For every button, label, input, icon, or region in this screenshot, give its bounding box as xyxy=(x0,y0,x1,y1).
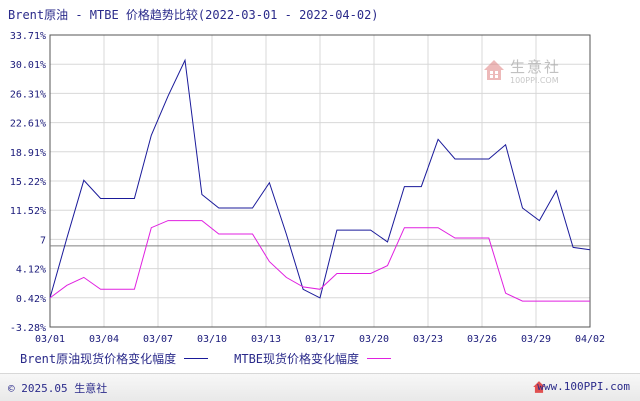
legend-label-mtbe: MTBE现货价格变化幅度 xyxy=(234,352,360,366)
plot-frame xyxy=(49,34,591,328)
y-tick-label: 26.31% xyxy=(10,89,46,100)
x-tick-label: 03/04 xyxy=(89,334,119,345)
brent-series-line xyxy=(49,58,591,299)
x-tick-label: 03/13 xyxy=(251,334,281,345)
mtbe-series-line xyxy=(49,220,590,302)
y-tick-label: 7 xyxy=(40,235,46,246)
watermark: 生意社 100PPI.COM xyxy=(480,56,580,90)
house-logo-icon xyxy=(484,60,504,80)
site-link[interactable]: www.100PPI.com xyxy=(537,380,630,393)
x-tick-label: 03/23 xyxy=(413,334,443,345)
y-tick-label: 11.52% xyxy=(10,206,46,217)
x-tick-label: 03/01 xyxy=(35,334,65,345)
watermark-name: 生意社 xyxy=(510,58,562,76)
watermark-url: 100PPI.COM xyxy=(510,76,559,85)
x-tick-label: 03/26 xyxy=(467,334,497,345)
y-tick-label: 22.61% xyxy=(10,119,46,130)
legend-swatch-brent xyxy=(184,358,209,359)
x-axis-ticks: 03/01 03/04 03/07 03/10 03/13 03/17 03/20 03/23… xyxy=(35,334,605,345)
x-tick-label: 03/29 xyxy=(521,334,551,345)
y-tick-label: 33.71% xyxy=(10,31,46,42)
y-tick-label: 4.12% xyxy=(16,265,46,276)
x-tick-label: 03/10 xyxy=(197,334,227,345)
legend-label-brent: Brent原油现货价格变化幅度 xyxy=(20,352,177,366)
x-tick-label: 04/02 xyxy=(575,334,605,345)
y-tick-label: -3.28% xyxy=(10,323,46,334)
y-axis-ticks: 33.71% 30.01% 26.31% 22.61% 18.91% 15.22% 11.5… xyxy=(10,31,46,334)
y-tick-label: 30.01% xyxy=(10,60,46,71)
x-tick-label: 03/17 xyxy=(305,334,335,345)
x-tick-label: 03/20 xyxy=(359,334,389,345)
footer-house-icon xyxy=(533,381,545,393)
y-tick-label: 15.22% xyxy=(10,177,46,188)
chart-title: Brent原油 - MTBE 价格趋势比较(2022-03-01 - 2022-… xyxy=(8,8,379,22)
y-tick-label: 0.42% xyxy=(16,294,46,305)
x-tick-label: 03/07 xyxy=(143,334,173,345)
series-group xyxy=(49,58,591,302)
legend-swatch-mtbe xyxy=(367,358,392,359)
copyright-text: © 2025.05 生意社 xyxy=(8,382,108,395)
y-tick-label: 18.91% xyxy=(10,148,46,159)
footer-bar: © 2025.05 生意社 www.100PPI.com xyxy=(0,373,640,401)
legend: Brent原油现货价格变化幅度 MTBE现货价格变化幅度 xyxy=(20,350,417,367)
